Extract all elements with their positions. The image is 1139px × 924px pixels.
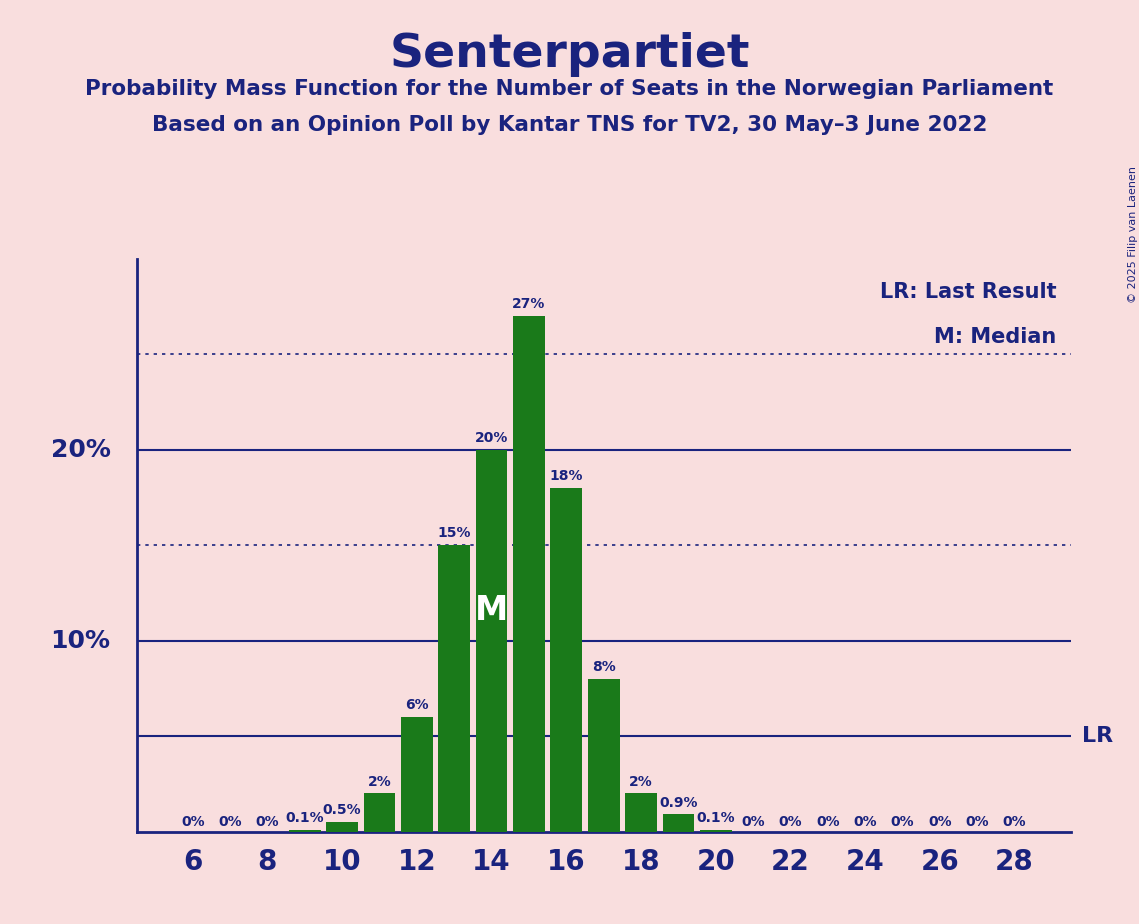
Bar: [401, 717, 433, 832]
Text: 0%: 0%: [181, 815, 205, 829]
Text: 0%: 0%: [219, 815, 241, 829]
Bar: [476, 450, 508, 832]
Bar: [550, 488, 582, 832]
Text: 20%: 20%: [50, 438, 110, 462]
Text: Based on an Opinion Poll by Kantar TNS for TV2, 30 May–3 June 2022: Based on an Opinion Poll by Kantar TNS f…: [151, 115, 988, 135]
Text: M: M: [475, 593, 508, 626]
Text: 0.1%: 0.1%: [696, 811, 735, 825]
Text: 15%: 15%: [437, 527, 472, 541]
Text: 0%: 0%: [255, 815, 279, 829]
Text: 0%: 0%: [779, 815, 802, 829]
Text: 20%: 20%: [475, 431, 508, 444]
Text: Probability Mass Function for the Number of Seats in the Norwegian Parliament: Probability Mass Function for the Number…: [85, 79, 1054, 99]
Text: 0.9%: 0.9%: [659, 796, 698, 809]
Bar: [625, 794, 657, 832]
Text: 8%: 8%: [592, 660, 615, 675]
Text: 0%: 0%: [816, 815, 839, 829]
Text: 2%: 2%: [368, 774, 392, 788]
Bar: [439, 545, 470, 832]
Text: 0.1%: 0.1%: [286, 811, 325, 825]
Text: 18%: 18%: [549, 469, 583, 483]
Bar: [326, 822, 358, 832]
Text: 0%: 0%: [741, 815, 765, 829]
Bar: [363, 794, 395, 832]
Text: 2%: 2%: [629, 774, 653, 788]
Text: 0%: 0%: [1002, 815, 1026, 829]
Bar: [699, 830, 731, 832]
Text: 6%: 6%: [405, 699, 428, 712]
Bar: [663, 814, 695, 832]
Text: © 2025 Filip van Laenen: © 2025 Filip van Laenen: [1129, 166, 1138, 303]
Bar: [588, 679, 620, 832]
Bar: [513, 316, 544, 832]
Text: Senterpartiet: Senterpartiet: [390, 32, 749, 78]
Text: 10%: 10%: [50, 628, 110, 652]
Text: 0%: 0%: [928, 815, 952, 829]
Text: 27%: 27%: [513, 298, 546, 311]
Text: 0%: 0%: [891, 815, 915, 829]
Text: 0%: 0%: [966, 815, 989, 829]
Text: LR: Last Result: LR: Last Result: [880, 282, 1057, 301]
Bar: [289, 830, 321, 832]
Text: 0%: 0%: [853, 815, 877, 829]
Text: 0.5%: 0.5%: [322, 803, 361, 817]
Text: LR: LR: [1082, 726, 1113, 746]
Text: M: Median: M: Median: [934, 327, 1057, 347]
